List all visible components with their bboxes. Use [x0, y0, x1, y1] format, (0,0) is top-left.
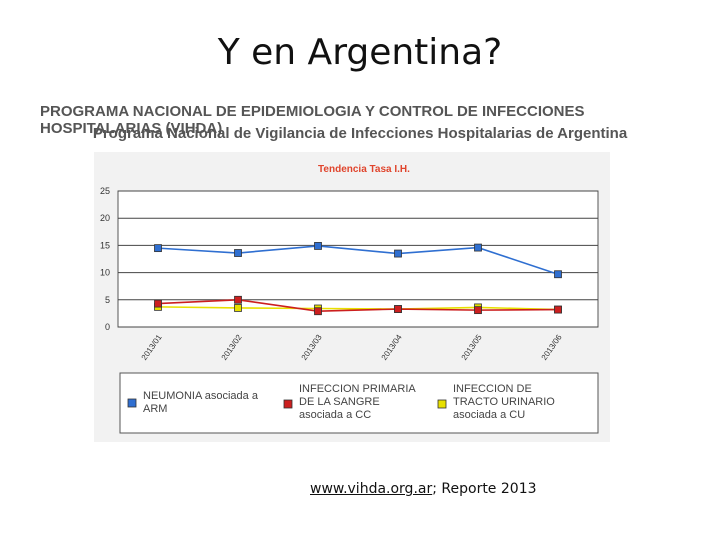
vihda-link[interactable]: www.vihda.org.ar — [310, 481, 433, 497]
footer-reference: www.vihda.org.ar; Reporte 2013 — [310, 481, 537, 497]
y-tick-label: 15 — [100, 240, 110, 250]
legend-label: NEUMONIA asociada a ARM — [143, 390, 259, 415]
data-point — [234, 304, 242, 312]
y-tick-label: 5 — [105, 295, 110, 305]
y-tick-label: 10 — [100, 268, 110, 278]
program-title-line: PROGRAMA NACIONAL DE EPIDEMIOLOGIA Y CON… — [40, 103, 585, 137]
grid-lines — [118, 190, 598, 328]
y-tick-labels: 0 5 10 15 20 25 — [100, 186, 110, 332]
data-point — [314, 307, 322, 316]
data-point — [234, 295, 242, 304]
legend-label: INFECCION PRIMARIA DE LA SANGRE asociada a… — [299, 383, 416, 421]
series-line — [157, 245, 559, 275]
legend-marker — [127, 398, 137, 408]
data-point — [154, 299, 162, 308]
data-point — [474, 306, 482, 315]
data-point — [394, 249, 402, 258]
legend: NEUMONIA asociada a ARM INFECCION PRIMARIA… — [119, 372, 599, 434]
data-point — [394, 305, 402, 313]
chart-title: Tendencia Tasa I.H. — [318, 164, 410, 175]
y-tick-label: 20 — [100, 213, 110, 223]
y-tick-label: 0 — [105, 322, 110, 332]
data-point — [154, 244, 162, 253]
data-point — [234, 249, 242, 257]
series-line — [157, 298, 559, 313]
legend-box — [119, 372, 599, 434]
legend-marker — [437, 399, 447, 409]
legend-label: INFECCION DE TRACTO URINARIO asociada a CU — [453, 383, 555, 421]
data-point — [554, 270, 562, 279]
series-line — [157, 306, 559, 311]
program-subtitle-line: Programa Nacional de Vigilancia de Infec… — [92, 125, 628, 142]
y-tick-label: 25 — [100, 186, 110, 196]
data-point — [474, 243, 482, 252]
series-lines — [154, 242, 562, 316]
slide-title: Y en Argentina? — [217, 32, 503, 73]
data-point — [314, 242, 322, 250]
data-point — [554, 305, 562, 314]
footer-text: ; Reporte 2013 — [432, 481, 537, 497]
plot-area — [117, 190, 599, 328]
legend-marker — [283, 399, 293, 409]
